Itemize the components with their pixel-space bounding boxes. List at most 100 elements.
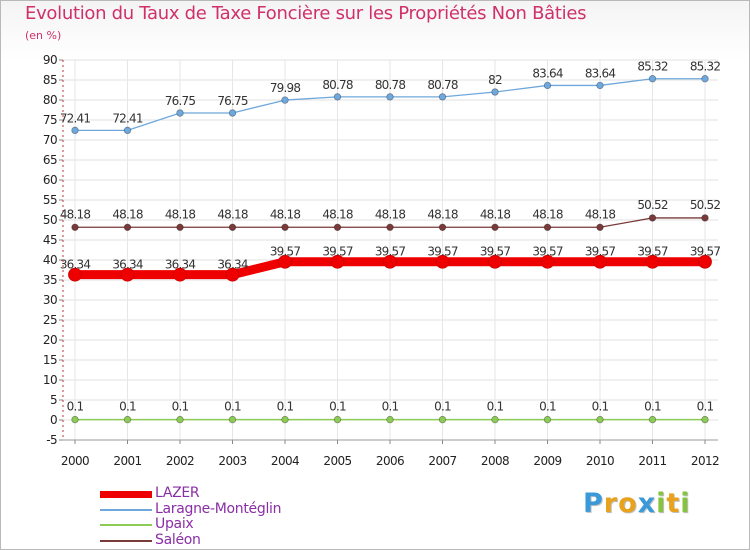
y-tick-label: 75 — [43, 113, 57, 127]
x-tick-label: 2002 — [166, 454, 194, 468]
data-label-saleon: 48.18 — [60, 207, 91, 221]
legend-swatch — [100, 524, 152, 526]
data-point-saleon — [596, 223, 604, 231]
data-label-saleon: 50.52 — [690, 198, 721, 212]
y-tick-label: 90 — [43, 53, 57, 67]
y-tick-label: 50 — [43, 213, 57, 227]
y-tick-label: 65 — [43, 153, 57, 167]
x-tick-label: 2010 — [586, 454, 614, 468]
y-tick-label: 30 — [43, 293, 57, 307]
data-label-laragne-monteglin: 80.78 — [322, 78, 353, 92]
data-point-lazer — [278, 254, 292, 269]
x-tick-label: 2006 — [376, 454, 404, 468]
data-label-lazer: 39.57 — [532, 245, 563, 259]
data-label-laragne-monteglin: 80.78 — [375, 78, 406, 92]
data-label-upaix: 0.1 — [224, 400, 241, 414]
chart-unit-label: (en %) — [25, 29, 62, 42]
data-label-saleon: 48.18 — [112, 207, 143, 221]
x-tick-label: 2008 — [481, 454, 509, 468]
data-label-saleon: 48.18 — [270, 207, 301, 221]
data-label-saleon: 48.18 — [375, 207, 406, 221]
data-label-upaix: 0.1 — [172, 400, 189, 414]
data-point-lazer — [68, 267, 82, 282]
data-label-saleon: 48.18 — [585, 207, 616, 221]
data-label-lazer: 36.34 — [165, 258, 196, 272]
data-label-laragne-monteglin: 85.32 — [690, 60, 721, 74]
data-point-laragne-monteglin — [386, 93, 394, 101]
data-point-saleon — [438, 223, 447, 231]
data-point-lazer — [540, 254, 555, 269]
y-tick-label: 60 — [43, 173, 57, 187]
data-point-upaix — [333, 415, 342, 424]
x-tick-label: 2011 — [638, 454, 666, 468]
data-label-lazer: 36.34 — [60, 258, 91, 272]
data-label-upaix: 0.1 — [67, 400, 84, 414]
data-point-upaix — [386, 415, 394, 424]
data-label-upaix: 0.1 — [277, 400, 294, 414]
y-tick-label: -5 — [46, 433, 57, 447]
data-point-saleon — [648, 214, 657, 222]
y-tick-label: 25 — [43, 313, 57, 327]
data-point-lazer — [225, 267, 240, 282]
data-point-saleon — [281, 223, 289, 231]
legend-label: LAZER — [155, 485, 200, 501]
data-point-lazer — [383, 254, 397, 269]
data-label-saleon: 48.18 — [532, 207, 563, 221]
data-point-saleon — [701, 214, 709, 222]
x-tick-label: 2003 — [218, 454, 246, 468]
y-tick-label: 5 — [50, 393, 57, 407]
data-point-lazer — [645, 254, 660, 269]
data-point-saleon — [176, 223, 184, 231]
data-label-saleon: 48.18 — [165, 207, 196, 221]
data-label-lazer: 39.57 — [480, 245, 511, 259]
data-label-laragne-monteglin: 83.64 — [585, 66, 616, 80]
data-label-lazer: 39.57 — [585, 245, 616, 259]
data-label-lazer: 39.57 — [270, 245, 301, 259]
line-chart: -5 0 5 10 15 20 25 30 35 40 45 50 55 60 65 70 75 80 85 90 20… — [43, 53, 721, 468]
x-tick-label: 2004 — [271, 454, 299, 468]
data-label-laragne-monteglin: 72.41 — [112, 111, 143, 125]
data-point-upaix — [176, 415, 184, 424]
data-label-laragne-monteglin: 79.98 — [270, 81, 301, 95]
data-label-laragne-monteglin: 80.78 — [427, 78, 458, 92]
data-point-laragne-monteglin — [438, 93, 447, 101]
proxiti-logo: Proxiti — [583, 488, 691, 519]
y-tick-label: 0 — [50, 413, 57, 427]
y-tick-label: 55 — [43, 193, 57, 207]
y-tick-label: 80 — [43, 93, 57, 107]
x-tick-label: 2012 — [691, 454, 719, 468]
data-label-laragne-monteglin: 76.75 — [217, 94, 248, 108]
legend-swatch — [100, 539, 152, 542]
data-point-saleon — [123, 223, 132, 231]
data-label-upaix: 0.1 — [697, 400, 714, 414]
data-point-upaix — [491, 415, 499, 424]
data-label-saleon: 48.18 — [322, 207, 353, 221]
data-point-lazer — [330, 254, 345, 269]
data-point-saleon — [228, 223, 237, 231]
data-point-upaix — [438, 415, 447, 424]
data-label-saleon: 48.18 — [217, 207, 248, 221]
data-label-upaix: 0.1 — [644, 400, 661, 414]
data-label-saleon: 48.18 — [480, 207, 511, 221]
x-tick-label: 2005 — [323, 454, 351, 468]
y-tick-label: 35 — [43, 273, 57, 287]
data-point-upaix — [123, 415, 132, 424]
data-point-laragne-monteglin — [123, 126, 132, 135]
data-label-upaix: 0.1 — [119, 400, 136, 414]
x-tick-label: 2001 — [113, 454, 141, 468]
data-point-upaix — [543, 415, 552, 424]
y-tick-label: 70 — [43, 133, 57, 147]
data-point-laragne-monteglin — [701, 75, 709, 83]
data-label-upaix: 0.1 — [592, 400, 609, 414]
legend-label: Upaix — [155, 516, 194, 532]
data-point-lazer — [120, 267, 135, 282]
data-label-laragne-monteglin: 76.75 — [165, 94, 196, 108]
data-point-upaix — [596, 415, 604, 424]
data-label-lazer: 36.34 — [112, 258, 143, 272]
legend-swatch — [100, 508, 152, 511]
data-point-saleon — [543, 223, 552, 231]
legend-label: Laragne-Montéglin — [155, 500, 282, 517]
data-label-lazer: 39.57 — [637, 245, 668, 259]
y-tick-label: 10 — [43, 373, 57, 387]
data-point-saleon — [386, 223, 394, 231]
